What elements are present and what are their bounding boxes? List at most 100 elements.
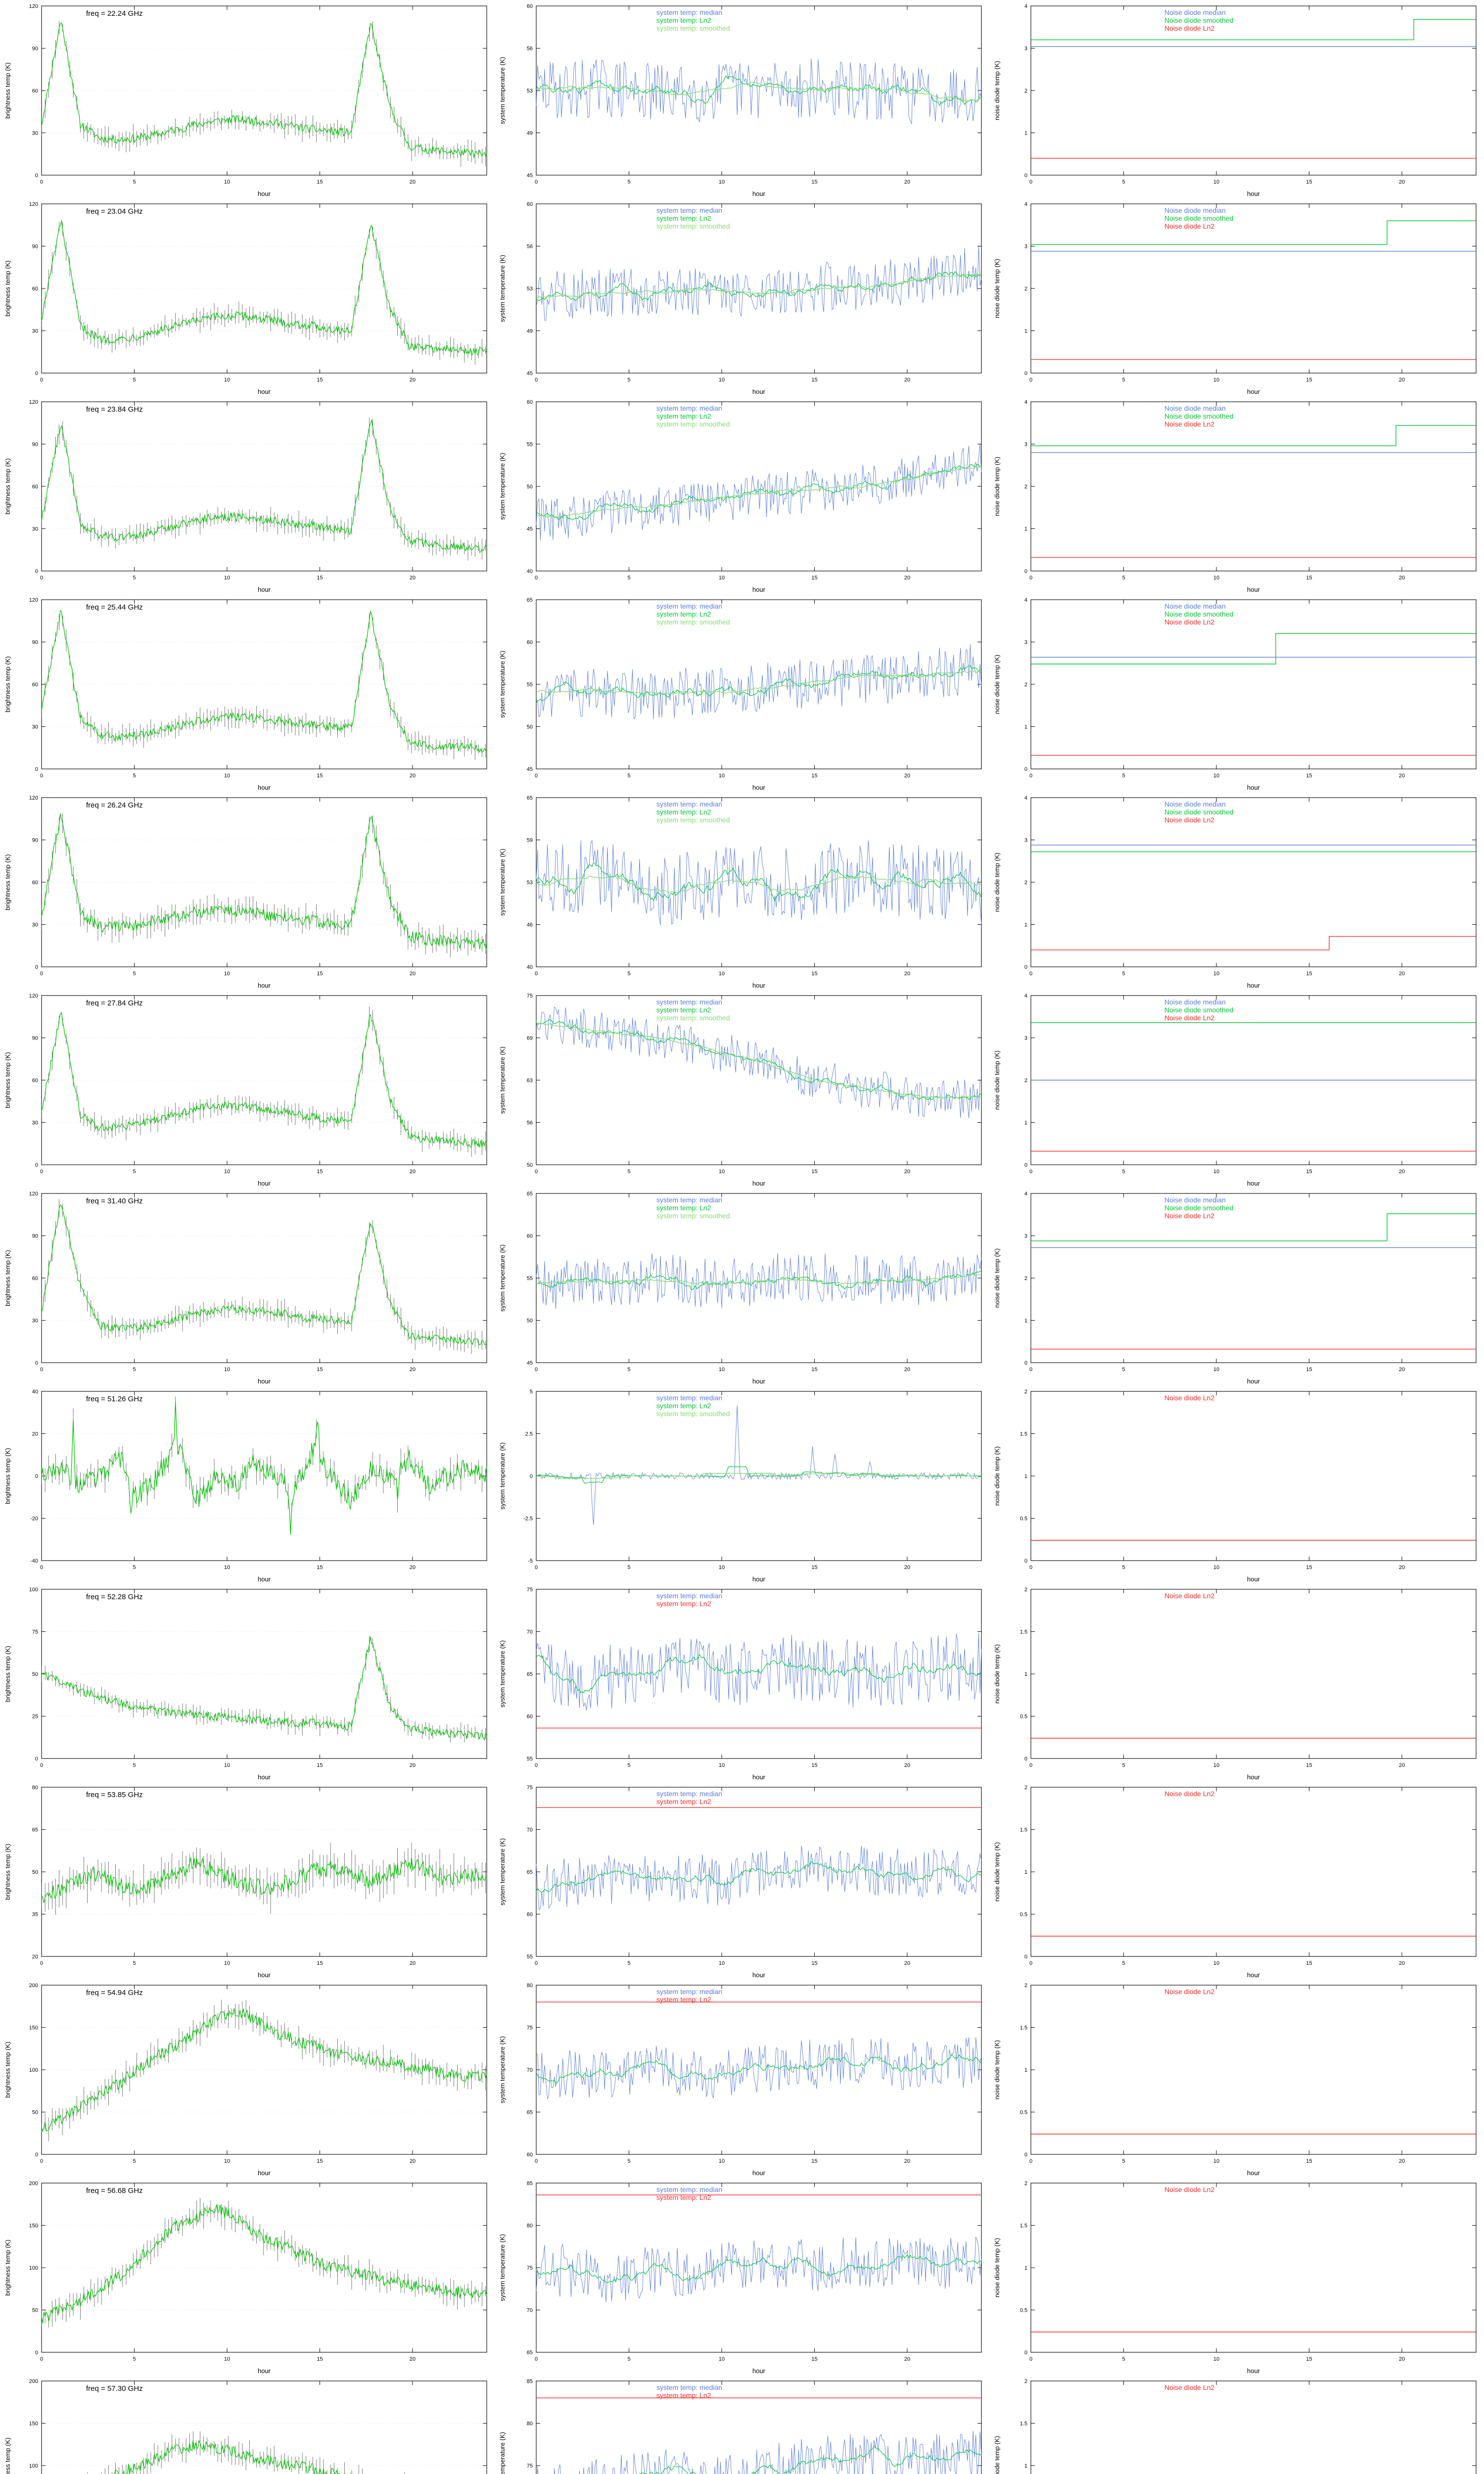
svg-text:0: 0	[1029, 2356, 1032, 2362]
svg-text:system temp: median: system temp: median	[656, 602, 722, 610]
system-temp-plot-row-9: 55 60 65 70 75 0 5 10 15 20 hour system temperature…	[495, 1583, 989, 1781]
svg-text:20: 20	[1399, 1565, 1405, 1570]
svg-text:-2.5: -2.5	[523, 1516, 533, 1522]
svg-text:63: 63	[527, 1078, 533, 1084]
svg-text:10: 10	[224, 1367, 230, 1373]
svg-text:hour: hour	[752, 1378, 766, 1385]
svg-text:hour: hour	[258, 1971, 271, 1979]
svg-text:2: 2	[1024, 1587, 1027, 1593]
svg-text:0.5: 0.5	[1020, 2308, 1027, 2314]
svg-text:45: 45	[527, 371, 533, 377]
svg-text:100: 100	[29, 2265, 38, 2271]
svg-text:Noise diode Ln2: Noise diode Ln2	[1164, 2186, 1214, 2193]
svg-text:hour: hour	[752, 1773, 766, 1781]
svg-text:15: 15	[1306, 1169, 1312, 1175]
svg-text:5: 5	[627, 1367, 630, 1373]
svg-text:0: 0	[35, 1474, 38, 1479]
svg-text:15: 15	[811, 1762, 817, 1768]
svg-text:hour: hour	[752, 586, 766, 593]
svg-text:hour: hour	[1247, 1378, 1260, 1385]
svg-text:5: 5	[627, 1565, 630, 1570]
svg-text:noise diode temp (K): noise diode temp (K)	[993, 853, 1001, 912]
svg-text:1: 1	[1024, 724, 1027, 730]
svg-text:60: 60	[32, 880, 38, 886]
svg-text:4: 4	[1024, 399, 1027, 405]
svg-text:60: 60	[32, 88, 38, 94]
svg-text:15: 15	[811, 179, 817, 185]
svg-text:system temp: Ln2: system temp: Ln2	[656, 412, 711, 420]
svg-text:0: 0	[35, 766, 38, 772]
svg-text:system temperature (K): system temperature (K)	[499, 57, 506, 124]
svg-text:20: 20	[1399, 2356, 1405, 2362]
svg-text:5: 5	[133, 971, 136, 977]
svg-text:system temp: Ln2: system temp: Ln2	[656, 1600, 711, 1608]
svg-text:10: 10	[719, 2356, 725, 2362]
svg-text:90: 90	[32, 640, 38, 646]
svg-text:50: 50	[527, 1318, 533, 1324]
svg-text:5: 5	[627, 773, 630, 779]
svg-text:10: 10	[1213, 1565, 1219, 1570]
svg-text:5: 5	[133, 1367, 136, 1373]
svg-text:20: 20	[410, 179, 416, 185]
svg-text:hour: hour	[1247, 2169, 1260, 2177]
svg-text:hour: hour	[258, 2367, 271, 2375]
svg-text:system temp: median: system temp: median	[656, 2186, 722, 2193]
svg-text:hour: hour	[1247, 1180, 1260, 1187]
svg-text:0: 0	[535, 1169, 538, 1175]
svg-text:15: 15	[811, 773, 817, 779]
svg-text:20: 20	[410, 773, 416, 779]
svg-text:10: 10	[1213, 575, 1219, 581]
svg-text:5: 5	[133, 1169, 136, 1175]
svg-text:5: 5	[1122, 575, 1125, 581]
svg-text:1.5: 1.5	[1020, 2223, 1027, 2229]
svg-text:0: 0	[1024, 766, 1027, 772]
svg-text:hour: hour	[258, 1575, 271, 1583]
svg-text:0: 0	[40, 2158, 43, 2164]
svg-text:system temp: median: system temp: median	[656, 1790, 722, 1798]
svg-text:75: 75	[527, 1785, 533, 1791]
svg-text:10: 10	[224, 575, 230, 581]
svg-text:120: 120	[29, 1191, 38, 1197]
svg-text:0: 0	[40, 1367, 43, 1373]
svg-text:brightness temp (K): brightness temp (K)	[4, 2042, 11, 2097]
svg-text:15: 15	[1306, 377, 1312, 383]
svg-text:70: 70	[527, 1827, 533, 1833]
svg-text:60: 60	[32, 682, 38, 688]
svg-text:system temp: smoothed: system temp: smoothed	[656, 1014, 730, 1022]
svg-text:49: 49	[527, 131, 533, 137]
svg-text:2: 2	[1024, 1785, 1027, 1791]
svg-text:freq = 54.94 GHz: freq = 54.94 GHz	[86, 1989, 143, 1997]
svg-text:hour: hour	[1247, 982, 1260, 989]
svg-text:10: 10	[224, 1960, 230, 1966]
svg-text:75: 75	[527, 993, 533, 999]
svg-text:0: 0	[1029, 971, 1032, 977]
svg-text:30: 30	[32, 1318, 38, 1324]
svg-text:0: 0	[40, 1762, 43, 1768]
svg-text:10: 10	[224, 377, 230, 383]
svg-text:10: 10	[719, 1169, 725, 1175]
svg-text:45: 45	[527, 1360, 533, 1366]
svg-text:15: 15	[317, 1169, 323, 1175]
svg-text:1.5: 1.5	[1020, 1827, 1027, 1833]
spectrum-plot-row-12: 0 50 100 150 200 0 5 10 15 20 hour brightness temp …	[0, 2177, 495, 2375]
svg-text:1.5: 1.5	[1020, 1629, 1027, 1635]
svg-text:5: 5	[627, 1169, 630, 1175]
svg-text:brightness temp (K): brightness temp (K)	[4, 62, 11, 118]
svg-text:2: 2	[1024, 1983, 1027, 1989]
svg-text:4: 4	[1024, 993, 1027, 999]
noise-diode-plot-row-5: 0 1 2 3 4 0 5 10 15 20 hour noise diode temp (K) Noi…	[989, 792, 1484, 990]
noise-diode-plot-row-2: 0 1 2 3 4 0 5 10 15 20 hour noise diode temp (K) Noi…	[989, 198, 1484, 396]
svg-text:40: 40	[527, 569, 533, 574]
svg-text:system temperature (K): system temperature (K)	[499, 453, 506, 520]
svg-text:noise diode temp (K): noise diode temp (K)	[993, 655, 1001, 714]
svg-text:system temp: Ln2: system temp: Ln2	[656, 1006, 711, 1014]
svg-text:15: 15	[811, 1960, 817, 1966]
svg-text:15: 15	[811, 2356, 817, 2362]
svg-text:hour: hour	[752, 2169, 766, 2177]
svg-text:5: 5	[530, 1389, 533, 1395]
svg-text:5: 5	[133, 2158, 136, 2164]
svg-text:70: 70	[527, 2067, 533, 2073]
svg-text:2: 2	[1024, 1276, 1027, 1282]
